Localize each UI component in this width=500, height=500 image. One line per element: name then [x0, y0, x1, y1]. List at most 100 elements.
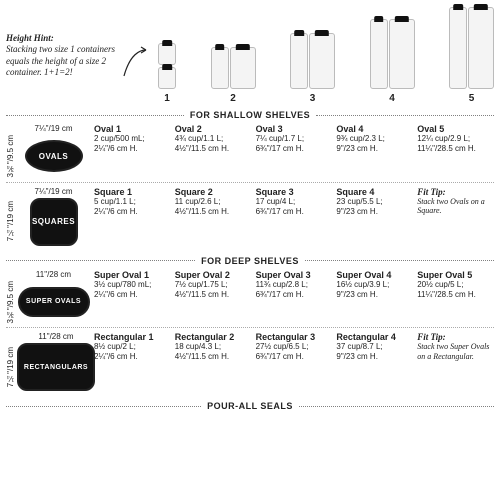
- size-height: 4½"/11.5 cm H.: [175, 352, 252, 362]
- size-capacity: 7½ cup/1.75 L;: [175, 280, 252, 290]
- size-capacity: 11¾ cup/2.8 L;: [256, 280, 333, 290]
- size-capacity: 8½ cup/2 L;: [94, 342, 171, 352]
- size-height: 2¼"/6 cm H.: [94, 207, 171, 217]
- container-lineup: 1 2 3 4 5: [158, 7, 494, 104]
- size-capacity: 37 cup/8.7 L;: [336, 342, 413, 352]
- size-item: Rectangular 2 18 cup/4.3 L; 4½"/11.5 cm …: [175, 332, 252, 362]
- size-capacity: 5 cup/1.1 L;: [94, 197, 171, 207]
- container-stack: 3: [290, 33, 335, 104]
- size-height: 6¾"/17 cm H.: [256, 290, 333, 300]
- size-height: 4½"/11.5 cm H.: [175, 144, 252, 154]
- size-item: Super Oval 5 20½ cup/5 L; 11¼"/28.5 cm H…: [417, 270, 494, 300]
- size-capacity: 18 cup/4.3 L;: [175, 342, 252, 352]
- size-name: Square 3: [256, 187, 333, 197]
- size-height: 11¼"/28.5 cm H.: [417, 144, 494, 154]
- container-number: 2: [230, 93, 236, 104]
- container-stack: 4: [370, 19, 415, 104]
- size-capacity: 3½ cup/780 mL;: [94, 280, 171, 290]
- size-height: 9"/23 cm H.: [336, 290, 413, 300]
- size-height: 6¾"/17 cm H.: [256, 144, 333, 154]
- size-name: Oval 5: [417, 124, 494, 134]
- container-number: 1: [164, 93, 170, 104]
- container-number: 3: [310, 93, 316, 104]
- row-rects: 11"/28 cm 7¼"/19 cm RECTANGULARS Rectang…: [6, 332, 494, 395]
- size-height: 4½"/11.5 cm H.: [175, 207, 252, 217]
- size-height: 9"/23 cm H.: [336, 207, 413, 217]
- ovals-dim-h: 3¾"/9.5 cm: [6, 135, 16, 178]
- height-hint: Height Hint: Stacking two size 1 contain…: [6, 33, 116, 104]
- section-shallow-label: FOR SHALLOW SHELVES: [190, 110, 310, 120]
- size-height: 2¼"/6 cm H.: [94, 290, 171, 300]
- size-name: Oval 2: [175, 124, 252, 134]
- ovals-sizes: Oval 1 2 cup/500 mL; 2¼"/6 cm H. Oval 2 …: [92, 124, 494, 178]
- size-item: Super Oval 1 3½ cup/780 mL; 2¼"/6 cm H.: [94, 270, 171, 300]
- size-item: Square 3 17 cup/4 L; 6¾"/17 cm H.: [256, 187, 333, 217]
- fit-tip-title: Fit Tip:: [417, 332, 494, 342]
- size-height: 2¼"/6 cm H.: [94, 144, 171, 154]
- size-name: Square 4: [336, 187, 413, 197]
- size-item: Rectangular 3 27½ cup/6.5 L; 6¾"/17 cm H…: [256, 332, 333, 362]
- superovals-dim-h: 3¾"/9.5 cm: [6, 281, 16, 324]
- size-item: Oval 2 4¾ cup/1.1 L; 4½"/11.5 cm H.: [175, 124, 252, 154]
- squares-dim-h: 7¼"/19 cm: [6, 201, 16, 241]
- size-name: Oval 1: [94, 124, 171, 134]
- container-number: 5: [469, 93, 475, 104]
- superovals-sizes: Super Oval 1 3½ cup/780 mL; 2¼"/6 cm H. …: [92, 270, 494, 324]
- row-ovals: 7¼"/19 cm 3¾"/9.5 cm OVALS Oval 1 2 cup/…: [6, 124, 494, 183]
- row-squares: 7¼"/19 cm 7¼"/19 cm SQUARES Square 1 5 c…: [6, 187, 494, 250]
- size-name: Square 1: [94, 187, 171, 197]
- squares-shape: SQUARES: [30, 198, 78, 246]
- size-capacity: 7¼ cup/1.7 L;: [256, 134, 333, 144]
- size-capacity: 20½ cup/5 L;: [417, 280, 494, 290]
- section-deep: FOR DEEP SHELVES: [6, 256, 494, 266]
- rects-dim-w: 11"/28 cm: [17, 332, 95, 342]
- fit-tip: Fit Tip: Stack two Ovals on a Square.: [417, 187, 494, 216]
- fit-tip: Fit Tip: Stack two Super Ovals on a Rect…: [417, 332, 494, 361]
- superovals-dim-w: 11"/28 cm: [17, 270, 90, 280]
- size-capacity: 27½ cup/6.5 L;: [256, 342, 333, 352]
- fit-tip-title: Fit Tip:: [417, 187, 494, 197]
- size-capacity: 16½ cup/3.9 L;: [336, 280, 413, 290]
- container-stack: 2: [211, 47, 256, 104]
- hint-text: Stacking two size 1 containers equals th…: [6, 44, 116, 78]
- superovals-shape: SUPER OVALS: [18, 287, 90, 317]
- size-item: Square 2 11 cup/2.6 L; 4½"/11.5 cm H.: [175, 187, 252, 217]
- size-name: Rectangular 4: [336, 332, 413, 342]
- size-name: Rectangular 1: [94, 332, 171, 342]
- size-item: Oval 5 12¼ cup/2.9 L; 11¼"/28.5 cm H.: [417, 124, 494, 154]
- size-name: Super Oval 2: [175, 270, 252, 280]
- size-capacity: 9¾ cup/2.3 L;: [336, 134, 413, 144]
- size-name: Super Oval 1: [94, 270, 171, 280]
- container-stack: 5: [449, 7, 494, 104]
- size-item: Oval 4 9¾ cup/2.3 L; 9"/23 cm H.: [336, 124, 413, 154]
- size-capacity: 23 cup/5.5 L;: [336, 197, 413, 207]
- size-name: Super Oval 3: [256, 270, 333, 280]
- section-shallow: FOR SHALLOW SHELVES: [6, 110, 494, 120]
- size-name: Super Oval 5: [417, 270, 494, 280]
- container-stack: 1: [158, 43, 176, 104]
- size-capacity: 11 cup/2.6 L;: [175, 197, 252, 207]
- size-item: Super Oval 4 16½ cup/3.9 L; 9"/23 cm H.: [336, 270, 413, 300]
- size-name: Rectangular 2: [175, 332, 252, 342]
- hint-title: Height Hint:: [6, 33, 116, 44]
- size-capacity: 4¾ cup/1.1 L;: [175, 134, 252, 144]
- arrow-icon: [122, 42, 152, 80]
- section-pour-label: POUR-ALL SEALS: [207, 401, 293, 411]
- row-superovals: 11"/28 cm 3¾"/9.5 cm SUPER OVALS Super O…: [6, 270, 494, 329]
- rects-shape: RECTANGULARS: [17, 343, 95, 391]
- rects-dim-h: 7¼"/19 cm: [6, 347, 16, 387]
- size-height: 9"/23 cm H.: [336, 352, 413, 362]
- size-capacity: 17 cup/4 L;: [256, 197, 333, 207]
- size-item: Square 4 23 cup/5.5 L; 9"/23 cm H.: [336, 187, 413, 217]
- fit-tip-text: Stack two Super Ovals on a Rectangular.: [417, 342, 494, 361]
- ovals-dim-w: 7¼"/19 cm: [17, 124, 90, 134]
- size-name: Square 2: [175, 187, 252, 197]
- size-height: 4½"/11.5 cm H.: [175, 290, 252, 300]
- size-name: Oval 3: [256, 124, 333, 134]
- size-capacity: 2 cup/500 mL;: [94, 134, 171, 144]
- size-height: 9"/23 cm H.: [336, 144, 413, 154]
- fit-tip-text: Stack two Ovals on a Square.: [417, 197, 494, 216]
- size-item: Super Oval 2 7½ cup/1.75 L; 4½"/11.5 cm …: [175, 270, 252, 300]
- size-height: 6¾"/17 cm H.: [256, 352, 333, 362]
- rects-sizes: Rectangular 1 8½ cup/2 L; 2¼"/6 cm H. Re…: [92, 332, 494, 391]
